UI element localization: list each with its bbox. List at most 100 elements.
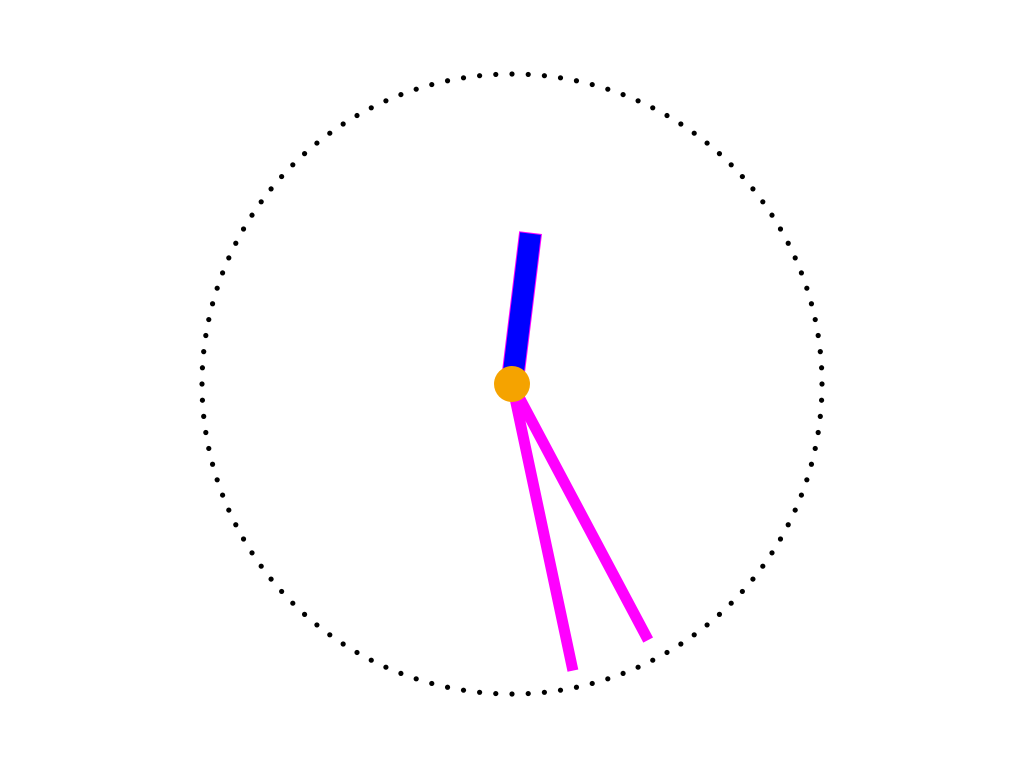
dial-dot (460, 75, 467, 81)
dial-dot (812, 316, 818, 323)
dial-dot (650, 105, 656, 111)
dial-dot (557, 75, 564, 81)
dial-dot (240, 226, 247, 232)
dial-dot (678, 121, 684, 127)
dial-dot (818, 365, 825, 371)
dial-dot (728, 600, 734, 606)
dial-dot (258, 199, 264, 205)
dial-dot (219, 492, 226, 498)
dial-dot (798, 270, 805, 276)
dial-dot (650, 657, 656, 663)
dial-dot (812, 445, 818, 452)
dial-dot (398, 91, 404, 98)
dial-dot (413, 86, 419, 92)
dial-dot (203, 429, 209, 436)
dial-dot (429, 81, 435, 88)
dial-dot (226, 255, 232, 261)
dial-dot (290, 600, 296, 606)
dial-dot (785, 240, 791, 246)
dial-dot (573, 684, 580, 690)
dial-dot (804, 477, 810, 483)
minute-hand (507, 381, 654, 643)
dial-dot (209, 461, 216, 467)
center-cap (494, 366, 530, 402)
dial-dot (817, 349, 823, 355)
dial-dot (201, 413, 207, 419)
dial-dot (199, 381, 205, 387)
dial-dot (808, 461, 815, 467)
dial-dot (704, 622, 710, 628)
dial-dot (314, 140, 320, 146)
dial-dot (354, 112, 360, 119)
dial-dot (777, 536, 784, 542)
dial-dot (739, 588, 745, 595)
dial-dot (792, 507, 798, 513)
dial-dot (739, 173, 745, 180)
dial-dot (203, 332, 209, 339)
dial-dot (620, 91, 626, 98)
dial-dot (818, 397, 825, 403)
dial-dot (249, 212, 255, 218)
dial-dot (589, 680, 595, 687)
dial-dot (635, 664, 641, 670)
dial-dot (383, 664, 389, 670)
dial-dot (620, 670, 626, 677)
dial-dot (750, 576, 756, 582)
dial-dot (493, 690, 499, 697)
dial-dot (777, 226, 784, 232)
dial-dot (279, 173, 285, 180)
dial-dot (664, 649, 670, 656)
dial-dot (398, 670, 404, 677)
dial-dot (760, 199, 766, 205)
dial-dot (691, 130, 697, 136)
dial-dot (368, 105, 374, 111)
dial-dot (815, 332, 821, 339)
dial-dot (206, 445, 212, 452)
dial-dot (557, 687, 564, 693)
dial-dot (214, 477, 220, 483)
dial-dot (525, 71, 531, 78)
dial-dot (268, 186, 274, 192)
dial-dot (704, 140, 710, 146)
dial-dot (201, 349, 207, 355)
dial-dot (460, 687, 467, 693)
dial-dot (444, 78, 451, 84)
dial-dot (314, 622, 320, 628)
dial-dot (209, 301, 216, 307)
dial-dot (258, 563, 264, 569)
dial-dot (240, 536, 247, 542)
dial-dot (760, 563, 766, 569)
dial-dot (792, 255, 798, 261)
dial-dot (279, 588, 285, 595)
dial-dot (769, 550, 775, 556)
dial-dot (354, 649, 360, 656)
dial-dot (817, 413, 823, 419)
dial-dot (199, 365, 206, 371)
dial-dot (769, 212, 775, 218)
dial-dot (716, 151, 723, 157)
dial-dot (509, 691, 515, 697)
dial-dot (477, 73, 483, 79)
dial-dot (199, 397, 206, 403)
dial-dot (290, 162, 296, 168)
dial-dot (785, 522, 791, 528)
dial-dot (233, 240, 239, 246)
dial-dot (413, 676, 419, 682)
dial-dot (541, 73, 548, 79)
dial-dot (327, 632, 333, 638)
dial-dot (477, 689, 483, 695)
dial-dot (226, 507, 232, 513)
dial-dot (804, 285, 810, 291)
dial-dot (219, 270, 226, 276)
dial-dot (301, 611, 308, 617)
dial-dot (541, 689, 548, 695)
dial-dot (493, 71, 499, 78)
dial-dot (808, 301, 815, 307)
dial-dot (819, 381, 825, 387)
dial-dot (815, 429, 821, 436)
dial-dot (589, 81, 595, 88)
dial-dot (716, 611, 723, 617)
dial-dot (573, 78, 580, 84)
dial-dot (214, 285, 220, 291)
